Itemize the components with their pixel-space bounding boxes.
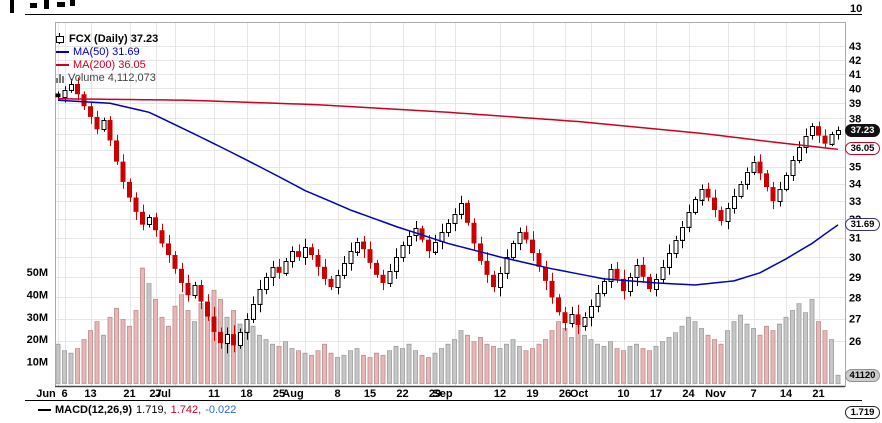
- ma200-line-icon: [56, 63, 69, 66]
- upper-panel-axis-label: 10: [850, 3, 863, 15]
- candlestick-icon: [56, 33, 65, 44]
- last-price-badge: 37.23: [845, 124, 880, 137]
- ma50-line-icon: [56, 50, 69, 53]
- macd-label: MACD(12,26,9): [55, 404, 133, 416]
- legend-ma50-row: MA(50) 31.69: [56, 45, 158, 58]
- ma50-value-badge: 31.69: [845, 218, 880, 231]
- macd-legend: MACD(12,26,9) 1.719, 1.742, -0.022: [38, 404, 236, 416]
- volume-value-badge: 41120: [845, 369, 880, 382]
- legend-ma200-row: MA(200) 36.05: [56, 58, 158, 71]
- ma200-value-badge: 36.05: [845, 142, 880, 155]
- legend-symbol-row: FCX (Daily) 37.23: [56, 32, 158, 45]
- ma200-label: MA(200) 36.05: [73, 58, 146, 71]
- macd-value: 1.719,: [136, 404, 167, 416]
- macd-signal-value: 1.742,: [170, 404, 202, 416]
- symbol-label: FCX (Daily) 37.23: [69, 32, 159, 45]
- macd-line-icon: [38, 409, 51, 411]
- chart-legend: FCX (Daily) 37.23 MA(50) 31.69 MA(200) 3…: [56, 32, 158, 84]
- ma50-label: MA(50) 31.69: [73, 45, 140, 58]
- legend-volume-row: Volume 4,112,073: [56, 71, 158, 84]
- macd-histogram-value: -0.022: [205, 404, 237, 416]
- volume-bars-icon: [56, 73, 64, 83]
- macd-value-badge: 1.719: [845, 406, 880, 419]
- volume-label: Volume 4,112,073: [68, 71, 156, 84]
